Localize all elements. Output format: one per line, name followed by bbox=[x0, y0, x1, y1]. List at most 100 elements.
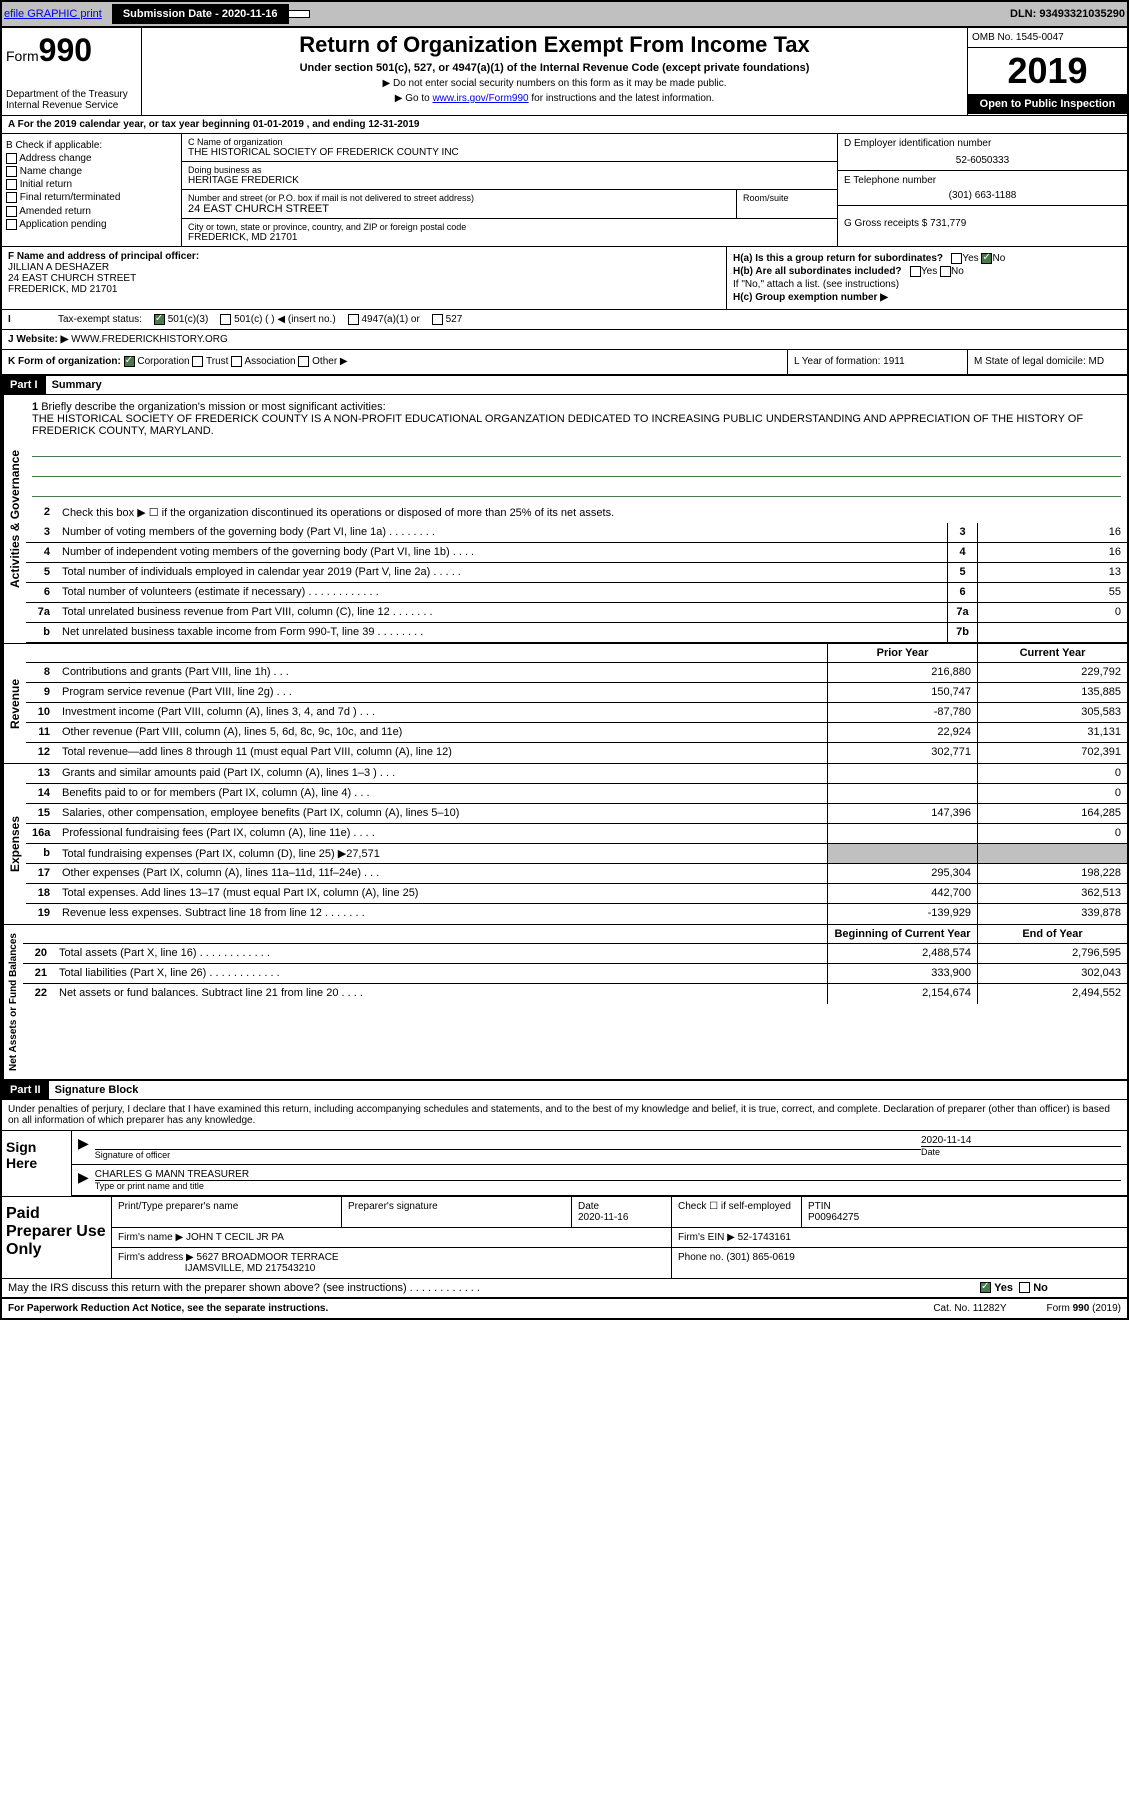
checkbox-ha-yes[interactable] bbox=[951, 253, 962, 264]
checkbox-527[interactable] bbox=[432, 314, 443, 325]
line-val-current: 305,583 bbox=[977, 703, 1127, 722]
f-addr2: FREDERICK, MD 21701 bbox=[8, 284, 720, 295]
checkbox-corp[interactable] bbox=[124, 356, 135, 367]
phone-label: E Telephone number bbox=[844, 175, 1121, 186]
firm-name-label: Firm's name ▶ bbox=[118, 1232, 183, 1243]
checkbox-other[interactable] bbox=[298, 356, 309, 367]
checkbox-final[interactable] bbox=[6, 192, 17, 203]
instr2-link[interactable]: www.irs.gov/Form990 bbox=[432, 93, 528, 104]
side-expenses: Expenses bbox=[2, 764, 26, 924]
line-num: 14 bbox=[26, 784, 56, 803]
checkbox-pending[interactable] bbox=[6, 219, 17, 230]
ein-row: D Employer identification number 52-6050… bbox=[838, 134, 1127, 171]
line-text: Total number of individuals employed in … bbox=[56, 563, 947, 582]
efile-link[interactable]: efile GRAPHIC print bbox=[4, 8, 102, 20]
line-num: 8 bbox=[26, 663, 56, 682]
discuss-row: May the IRS discuss this return with the… bbox=[2, 1278, 1127, 1298]
line-item: 8 Contributions and grants (Part VIII, l… bbox=[26, 663, 1127, 683]
line-item: 16a Professional fundraising fees (Part … bbox=[26, 824, 1127, 844]
row-i: I Tax-exempt status: 501(c)(3) 501(c) ( … bbox=[2, 310, 1127, 330]
sig-name: CHARLES G MANN TREASURER bbox=[95, 1169, 1121, 1180]
line-val: 55 bbox=[977, 583, 1127, 602]
section-bcd: B Check if applicable: Address change Na… bbox=[2, 134, 1127, 247]
checkbox-hb-no[interactable] bbox=[940, 266, 951, 277]
line-val: 13 bbox=[977, 563, 1127, 582]
checkbox-hb-yes[interactable] bbox=[910, 266, 921, 277]
checkbox-address[interactable] bbox=[6, 153, 17, 164]
line-text: Other expenses (Part IX, column (A), lin… bbox=[56, 864, 827, 883]
checkbox-discuss-yes[interactable] bbox=[980, 1282, 991, 1293]
firm-addr1: 5627 BROADMOOR TERRACE bbox=[197, 1252, 339, 1263]
part1-header: Part I bbox=[2, 376, 46, 394]
line-val-prior: 442,700 bbox=[827, 884, 977, 903]
line-num: 6 bbox=[26, 583, 56, 602]
line-text: Total liabilities (Part X, line 26) . . … bbox=[53, 964, 827, 983]
line-text: Total number of volunteers (estimate if … bbox=[56, 583, 947, 602]
discuss-text: May the IRS discuss this return with the… bbox=[2, 1279, 977, 1297]
arrow-icon: ▶ bbox=[78, 1135, 89, 1160]
paid-preparer-label: Paid Preparer Use Only bbox=[2, 1197, 112, 1278]
line-val-current: 229,792 bbox=[977, 663, 1127, 682]
checkbox-assoc[interactable] bbox=[231, 356, 242, 367]
mission-line bbox=[32, 461, 1121, 477]
line-num: 3 bbox=[26, 523, 56, 542]
opt-initial: Initial return bbox=[6, 179, 177, 190]
line-val-current: 339,878 bbox=[977, 904, 1127, 924]
mission-text: THE HISTORICAL SOCIETY OF FREDERICK COUN… bbox=[32, 413, 1121, 437]
phone: (301) 663-1188 bbox=[844, 190, 1121, 201]
sign-here: Sign Here bbox=[2, 1131, 72, 1196]
line-a-text: A For the 2019 calendar year, or tax yea… bbox=[8, 119, 419, 130]
line-num: 20 bbox=[23, 944, 53, 963]
line-text: Number of voting members of the governin… bbox=[56, 523, 947, 542]
line-num: 21 bbox=[23, 964, 53, 983]
opt-4947: 4947(a)(1) or bbox=[342, 310, 426, 329]
col-d: D Employer identification number 52-6050… bbox=[837, 134, 1127, 246]
header-right: OMB No. 1545-0047 2019 Open to Public In… bbox=[967, 28, 1127, 115]
mission-box: 1 Briefly describe the organization's mi… bbox=[26, 395, 1127, 503]
checkbox-name[interactable] bbox=[6, 166, 17, 177]
line-2: 2 Check this box ▶ ☐ if the organization… bbox=[26, 503, 1127, 523]
line-num: 12 bbox=[26, 743, 56, 763]
line-text: Professional fundraising fees (Part IX, … bbox=[56, 824, 827, 843]
side-activities: Activities & Governance bbox=[2, 395, 26, 643]
line-item: 13 Grants and similar amounts paid (Part… bbox=[26, 764, 1127, 784]
line-num: 16a bbox=[26, 824, 56, 843]
line-text: Grants and similar amounts paid (Part IX… bbox=[56, 764, 827, 783]
form-container: efile GRAPHIC print Submission Date - 20… bbox=[0, 0, 1129, 1320]
checkbox-initial[interactable] bbox=[6, 179, 17, 190]
checkbox-amended[interactable] bbox=[6, 206, 17, 217]
checkbox-ha-no[interactable] bbox=[981, 253, 992, 264]
line-val bbox=[977, 623, 1127, 642]
opt-527: 527 bbox=[426, 310, 468, 329]
open-public: Open to Public Inspection bbox=[968, 94, 1127, 114]
checkbox-discuss-no[interactable] bbox=[1019, 1282, 1030, 1293]
part2-header-row: Part II Signature Block bbox=[2, 1079, 1127, 1100]
checkbox-4947[interactable] bbox=[348, 314, 359, 325]
line-text: Other revenue (Part VIII, column (A), li… bbox=[56, 723, 827, 742]
line-num: 10 bbox=[26, 703, 56, 722]
line-num: b bbox=[26, 623, 56, 642]
line-val-prior: 150,747 bbox=[827, 683, 977, 702]
line-item: 3 Number of voting members of the govern… bbox=[26, 523, 1127, 543]
line-text: Total assets (Part X, line 16) . . . . .… bbox=[53, 944, 827, 963]
line-item: 10 Investment income (Part VIII, column … bbox=[26, 703, 1127, 723]
line-item: 14 Benefits paid to or for members (Part… bbox=[26, 784, 1127, 804]
opt-pending: Application pending bbox=[6, 219, 177, 230]
dba-label: Doing business as bbox=[188, 165, 831, 175]
submission-date-btn[interactable]: Submission Date - 2020-11-16 bbox=[112, 4, 289, 24]
ha-label: H(a) Is this a group return for subordin… bbox=[733, 253, 943, 264]
line-val-prior: -139,929 bbox=[827, 904, 977, 924]
checkbox-501c[interactable] bbox=[220, 314, 231, 325]
line-item: 20 Total assets (Part X, line 16) . . . … bbox=[23, 944, 1127, 964]
line-val-current: 302,043 bbox=[977, 964, 1127, 983]
checkbox-501c3[interactable] bbox=[154, 314, 165, 325]
line-item: 6 Total number of volunteers (estimate i… bbox=[26, 583, 1127, 603]
line-val-current: 0 bbox=[977, 784, 1127, 803]
ein-label: D Employer identification number bbox=[844, 138, 1121, 149]
checkbox-trust[interactable] bbox=[192, 356, 203, 367]
line-val-prior bbox=[827, 824, 977, 843]
activities-section: Activities & Governance 1 Briefly descri… bbox=[2, 395, 1127, 643]
line-val-current: 164,285 bbox=[977, 804, 1127, 823]
expenses-section: Expenses 13 Grants and similar amounts p… bbox=[2, 763, 1127, 924]
line-text: Total unrelated business revenue from Pa… bbox=[56, 603, 947, 622]
